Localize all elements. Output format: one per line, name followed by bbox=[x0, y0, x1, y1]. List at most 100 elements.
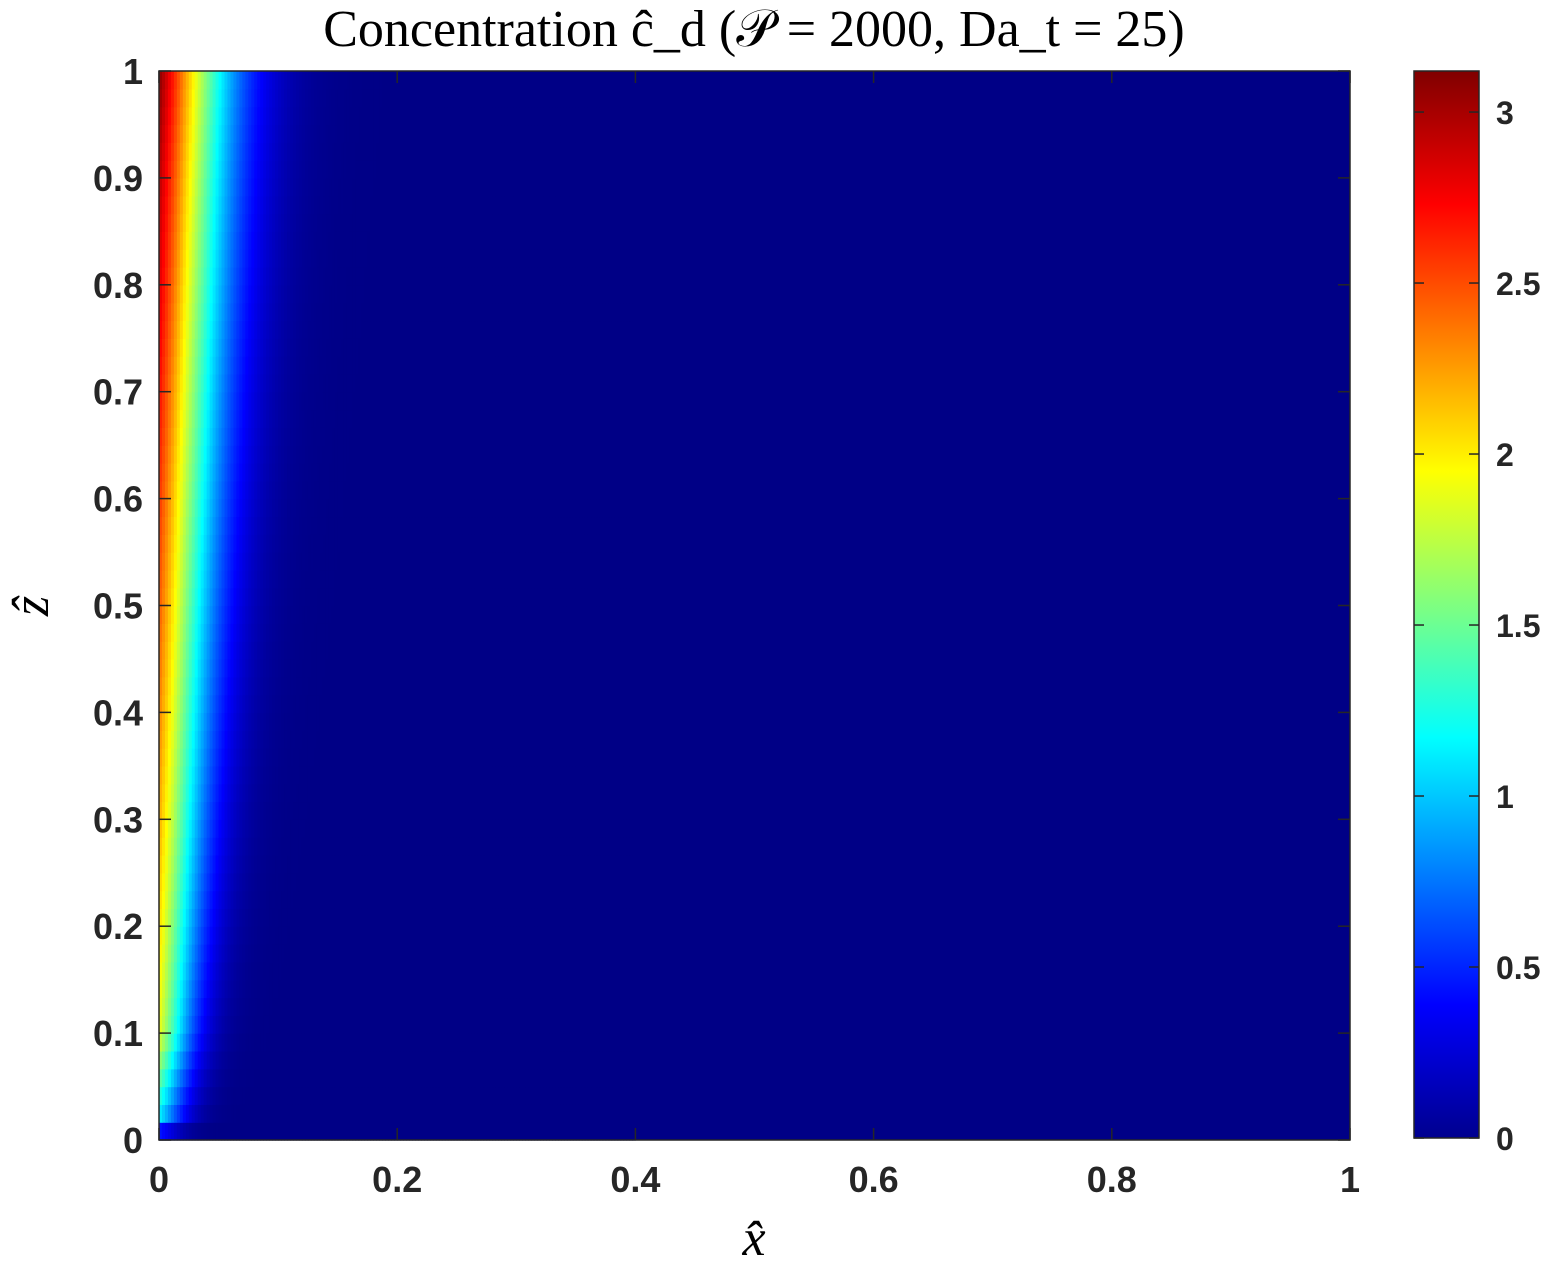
heatmap-cell bbox=[510, 890, 514, 909]
heatmap-cell bbox=[173, 641, 178, 660]
heatmap-cell bbox=[179, 872, 184, 892]
heatmap-cell bbox=[611, 854, 616, 874]
heatmap-cell bbox=[557, 1086, 562, 1105]
heatmap-cell bbox=[212, 1086, 217, 1105]
heatmap-cell bbox=[483, 801, 488, 820]
heatmap-cell bbox=[614, 944, 619, 963]
heatmap-cell bbox=[441, 1033, 446, 1052]
heatmap-cell bbox=[224, 1015, 229, 1034]
heatmap-cell bbox=[534, 1068, 538, 1088]
heatmap-cell bbox=[501, 926, 505, 945]
heatmap-cell bbox=[385, 783, 389, 803]
heatmap-cell bbox=[534, 801, 538, 820]
heatmap-cell bbox=[385, 944, 389, 963]
heatmap-cell bbox=[319, 676, 324, 696]
heatmap-cell bbox=[474, 944, 479, 963]
heatmap-cell bbox=[578, 658, 583, 678]
heatmap-cell bbox=[328, 854, 333, 874]
heatmap-cell bbox=[287, 837, 291, 856]
heatmap-cell bbox=[161, 837, 166, 856]
heatmap-cell bbox=[480, 926, 485, 945]
heatmap-cell bbox=[364, 1104, 369, 1123]
heatmap-cell bbox=[456, 908, 461, 927]
heatmap-cell bbox=[546, 979, 550, 999]
heatmap-cell bbox=[355, 783, 360, 803]
heatmap-cell bbox=[197, 944, 202, 963]
heatmap-cell bbox=[185, 587, 190, 607]
heatmap-cell bbox=[310, 997, 315, 1016]
heatmap-cell bbox=[400, 623, 404, 642]
heatmap-cell bbox=[501, 658, 505, 678]
heatmap-cell bbox=[295, 1086, 300, 1105]
heatmap-cell bbox=[453, 1068, 458, 1088]
heatmap-cell bbox=[611, 944, 616, 963]
heatmap-cell bbox=[379, 961, 383, 981]
heatmap-cell bbox=[176, 1104, 181, 1123]
heatmap-cell bbox=[397, 765, 401, 785]
heatmap-cell bbox=[373, 997, 377, 1016]
heatmap-cell bbox=[534, 1086, 538, 1105]
heatmap-cell bbox=[370, 694, 374, 713]
heatmap-cell bbox=[456, 961, 461, 981]
heatmap-cell bbox=[224, 676, 229, 696]
heatmap-cell bbox=[560, 837, 565, 856]
heatmap-cell bbox=[373, 765, 377, 785]
heatmap-cell bbox=[611, 694, 616, 713]
heatmap-cell bbox=[429, 961, 434, 981]
heatmap-cell bbox=[510, 819, 514, 838]
heatmap-cell bbox=[161, 890, 166, 909]
heatmap-cell bbox=[316, 908, 321, 927]
heatmap-cell bbox=[239, 801, 243, 820]
heatmap-cell bbox=[581, 1050, 586, 1070]
heatmap-cell bbox=[486, 944, 491, 963]
heatmap-cell bbox=[358, 712, 363, 731]
heatmap-cell bbox=[263, 569, 267, 589]
heatmap-cell bbox=[549, 765, 553, 785]
heatmap-cell bbox=[599, 748, 604, 767]
heatmap-cell bbox=[379, 819, 383, 838]
heatmap-cell bbox=[563, 605, 568, 624]
heatmap-cell bbox=[304, 730, 309, 749]
heatmap-cell bbox=[471, 658, 476, 678]
heatmap-cell bbox=[176, 908, 181, 927]
heatmap-cell bbox=[215, 997, 220, 1016]
heatmap-cell bbox=[301, 979, 306, 999]
heatmap-cell bbox=[379, 641, 383, 660]
heatmap-cell bbox=[373, 819, 377, 838]
heatmap-cell bbox=[447, 748, 452, 767]
heatmap-cell bbox=[581, 979, 586, 999]
heatmap-cell bbox=[549, 1086, 553, 1105]
heatmap-cell bbox=[221, 1068, 226, 1088]
heatmap-cell bbox=[489, 801, 494, 820]
heatmap-cell bbox=[418, 961, 422, 981]
heatmap-cell bbox=[212, 783, 217, 803]
heatmap-cell bbox=[391, 997, 395, 1016]
heatmap-cell bbox=[602, 712, 607, 731]
heatmap-cell bbox=[316, 587, 321, 607]
heatmap-cell bbox=[301, 587, 306, 607]
heatmap-cell bbox=[415, 783, 419, 803]
heatmap-cell bbox=[388, 1033, 392, 1052]
heatmap-cell bbox=[549, 605, 553, 624]
heatmap-cell bbox=[501, 872, 505, 892]
heatmap-cell bbox=[179, 623, 184, 642]
heatmap-cell bbox=[242, 944, 246, 963]
heatmap-cell bbox=[164, 979, 169, 999]
heatmap-cell bbox=[418, 979, 422, 999]
heatmap-cell bbox=[418, 926, 422, 945]
heatmap-cell bbox=[391, 641, 395, 660]
heatmap-cell bbox=[298, 944, 303, 963]
heatmap-cell bbox=[590, 1015, 595, 1034]
heatmap-cell bbox=[170, 819, 175, 838]
heatmap-cell bbox=[584, 748, 589, 767]
heatmap-cell bbox=[269, 926, 273, 945]
heatmap-cell bbox=[519, 765, 523, 785]
heatmap-cell bbox=[388, 872, 392, 892]
heatmap-cell bbox=[608, 605, 613, 624]
heatmap-cell bbox=[251, 819, 255, 838]
heatmap-cell bbox=[418, 1050, 422, 1070]
heatmap-cell bbox=[284, 979, 288, 999]
heatmap-cell bbox=[516, 712, 520, 731]
heatmap-cell bbox=[546, 605, 550, 624]
heatmap-cell bbox=[176, 1050, 181, 1070]
